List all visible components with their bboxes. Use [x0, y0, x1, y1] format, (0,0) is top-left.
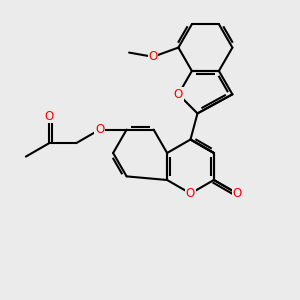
Text: O: O [95, 123, 104, 136]
Text: O: O [232, 187, 242, 200]
Text: O: O [174, 88, 183, 101]
Text: O: O [148, 50, 158, 63]
Text: O: O [186, 187, 195, 200]
Text: O: O [45, 110, 54, 123]
